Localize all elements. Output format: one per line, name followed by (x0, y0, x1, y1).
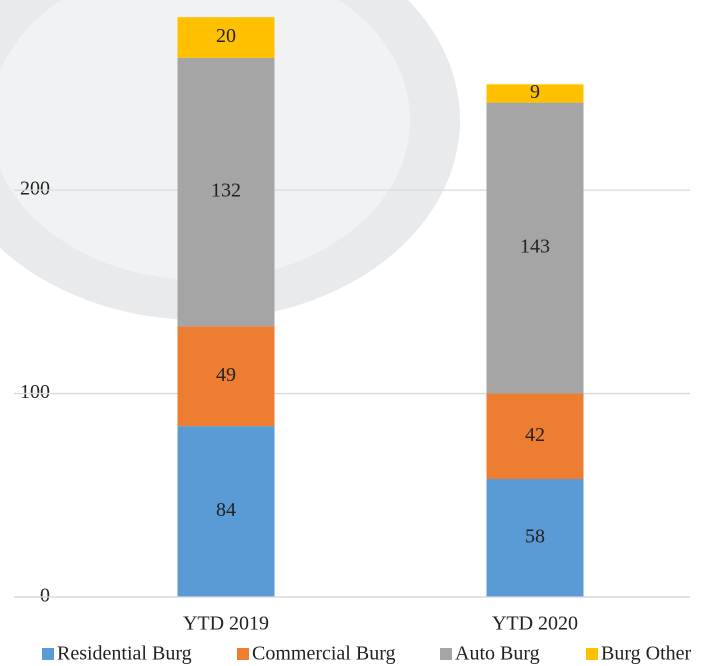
bar-segment (177, 426, 275, 597)
legend-swatch (237, 648, 249, 660)
x-tick-label: YTD 2019 (183, 613, 269, 635)
legend-swatch (42, 648, 54, 660)
x-tick-label: YTD 2020 (492, 613, 578, 635)
legend-label: Commercial Burg (252, 643, 396, 665)
y-tick-label: 200 (20, 178, 50, 200)
bar-segment (177, 57, 275, 327)
data-label: 20 (216, 25, 236, 47)
bar-segment (486, 102, 584, 394)
data-label: 42 (525, 424, 545, 446)
data-label: 143 (520, 236, 550, 258)
y-tick-label: 0 (40, 585, 50, 607)
legend-label: Auto Burg (455, 643, 540, 665)
data-label: 58 (525, 526, 545, 548)
bar-segment (177, 326, 275, 427)
data-label: 84 (216, 499, 236, 521)
legend-swatch (586, 648, 598, 660)
legend-label: Residential Burg (57, 643, 192, 665)
data-label: 9 (530, 81, 540, 103)
bar-segment (177, 17, 275, 58)
legend-swatch (440, 648, 452, 660)
bar-segment (486, 393, 584, 479)
legend-label: Burg Other (601, 643, 692, 665)
y-tick-label: 100 (20, 381, 50, 403)
data-label: 49 (216, 364, 236, 386)
bar-segment (486, 84, 584, 103)
bar-segment (486, 479, 584, 597)
data-label: 132 (211, 180, 241, 202)
